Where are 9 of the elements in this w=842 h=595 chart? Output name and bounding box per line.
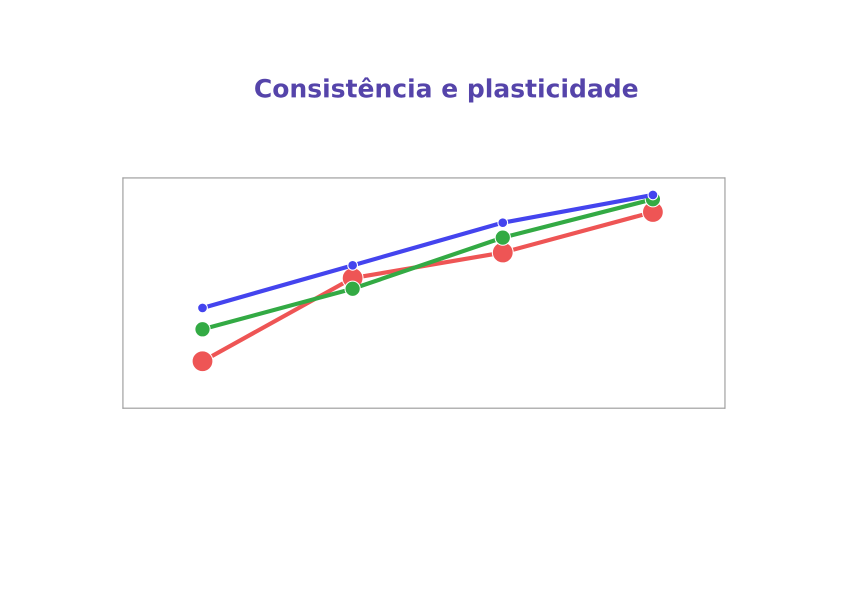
point xyxy=(497,217,508,228)
point xyxy=(194,321,211,338)
point xyxy=(197,302,208,314)
point xyxy=(344,280,361,297)
chart-title: Consistência e plasticidade xyxy=(255,77,638,103)
point xyxy=(648,190,658,200)
point xyxy=(347,260,358,271)
point xyxy=(192,350,214,372)
point xyxy=(494,229,511,246)
